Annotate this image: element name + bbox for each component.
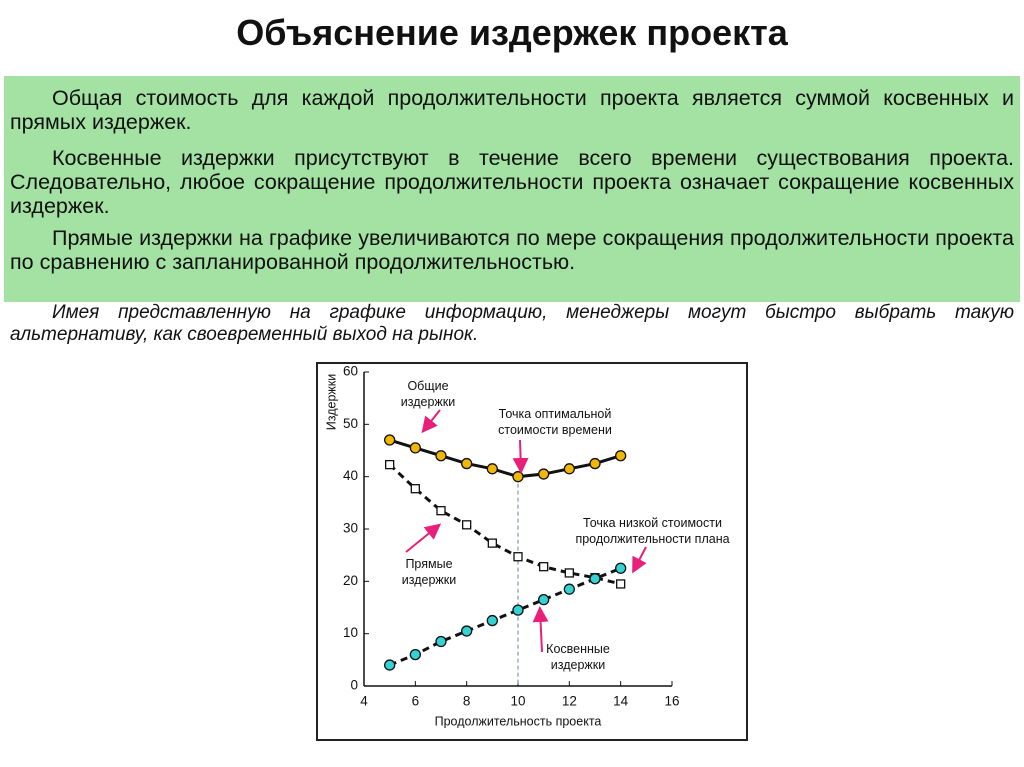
y-tick-label: 50 xyxy=(343,416,358,431)
paragraph: Общая стоимость для каждой продолжительн… xyxy=(10,86,1014,134)
series-label: Общие издержки xyxy=(400,379,456,409)
text-box xyxy=(4,76,1020,302)
x-tick-label: 6 xyxy=(412,694,420,709)
marker xyxy=(486,463,498,475)
x-tick-label: 14 xyxy=(613,694,629,709)
y-tick-label: 40 xyxy=(343,468,358,483)
paragraph: Прямые издержки на графике увеличиваются… xyxy=(10,226,1014,274)
x-tick-label: 4 xyxy=(360,694,368,709)
note: Имея представленную на графике информаци… xyxy=(10,302,1014,345)
marker xyxy=(616,579,626,589)
marker xyxy=(564,568,574,578)
series-line xyxy=(389,438,622,479)
marker xyxy=(435,635,447,648)
marker xyxy=(487,538,497,548)
x-tick-label: 8 xyxy=(463,694,471,709)
paragraph: Косвенные издержки присутствуют в течени… xyxy=(10,146,1014,218)
series-line xyxy=(388,463,622,586)
marker xyxy=(384,659,396,671)
series-label: Прямые издержки xyxy=(401,557,457,587)
marker xyxy=(410,484,420,494)
arrow xyxy=(532,606,549,653)
marker xyxy=(385,459,395,470)
annotation: Точка низкой стоимости продолжительности… xyxy=(575,516,730,546)
marker xyxy=(563,463,575,475)
arrow xyxy=(632,546,647,574)
arrow xyxy=(405,523,442,553)
marker xyxy=(538,468,550,480)
slide-title: Объяснение издержек проекта xyxy=(236,12,788,53)
marker xyxy=(486,614,498,627)
x-tick-label: 12 xyxy=(562,694,577,709)
marker xyxy=(513,552,523,562)
annotation: Точка оптимальной стоимости времени xyxy=(498,407,612,437)
marker xyxy=(615,562,627,574)
y-tick-label: 10 xyxy=(343,625,358,640)
marker xyxy=(538,593,550,606)
arrow xyxy=(512,439,529,474)
marker xyxy=(461,457,473,470)
marker xyxy=(539,562,549,572)
marker xyxy=(384,434,396,446)
arrow xyxy=(421,409,441,434)
y-tick-label: 60 xyxy=(343,364,358,379)
series-label: Косвенные издержки xyxy=(546,642,610,672)
marker xyxy=(563,583,575,595)
y-tick-label: 20 xyxy=(343,573,358,588)
marker xyxy=(461,625,473,637)
marker xyxy=(615,450,627,462)
marker xyxy=(409,648,421,661)
marker xyxy=(589,573,601,585)
x-tick-label: 10 xyxy=(510,694,525,709)
y-axis-label: Издержки xyxy=(324,374,338,430)
marker xyxy=(512,604,524,616)
marker xyxy=(512,471,524,483)
marker xyxy=(436,506,446,516)
chart: 0 10 20 30 40 50 60 4 6 8 10 12 14 16 Издержки Продолжи… xyxy=(316,362,748,741)
x-axis-label: Продолжительность проекта xyxy=(435,714,602,728)
marker xyxy=(435,450,447,462)
x-tick-label: 16 xyxy=(664,694,679,709)
y-tick-label: 0 xyxy=(350,678,358,693)
marker xyxy=(409,442,421,454)
chart-frame xyxy=(316,362,748,741)
marker xyxy=(462,520,472,530)
series-line xyxy=(389,566,622,667)
y-tick-label: 30 xyxy=(343,521,358,536)
marker xyxy=(589,457,601,470)
